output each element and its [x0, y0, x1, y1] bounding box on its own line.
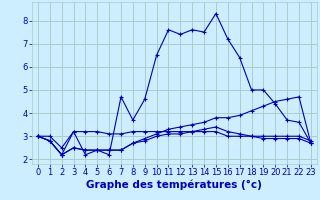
X-axis label: Graphe des températures (°c): Graphe des températures (°c)	[86, 180, 262, 190]
